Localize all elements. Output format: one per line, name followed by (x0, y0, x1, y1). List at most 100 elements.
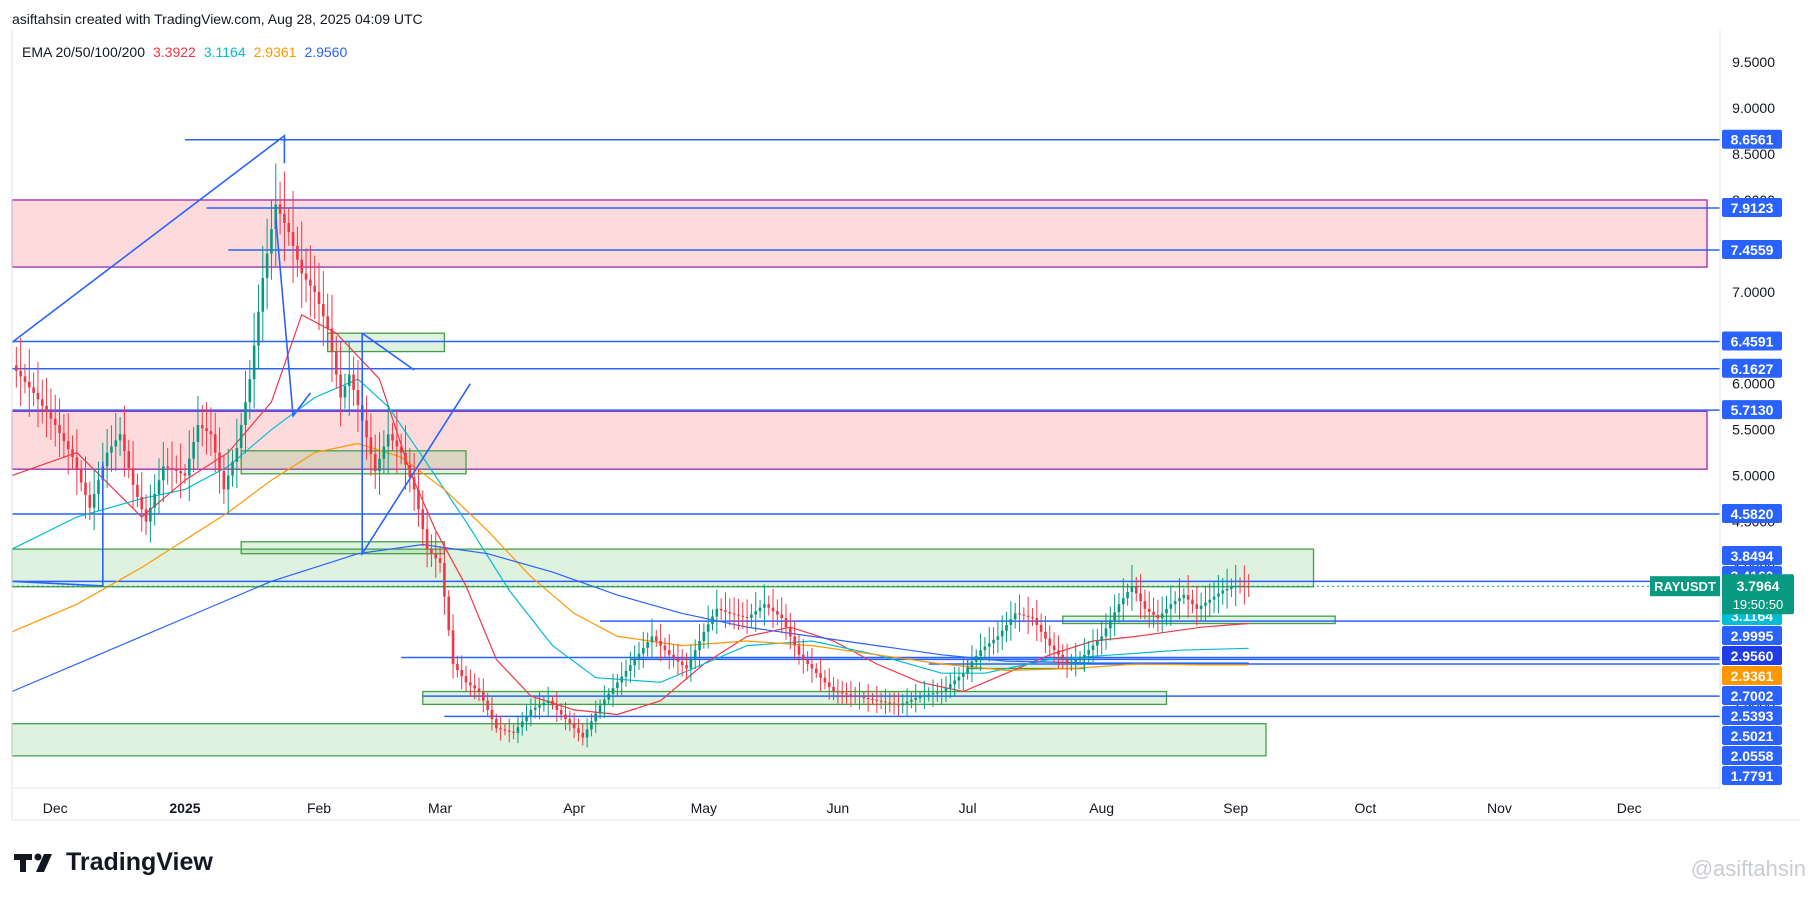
support-zone-6 (1062, 615, 1336, 625)
candle-body (572, 723, 576, 729)
candle-body (832, 686, 835, 692)
candle-body (1009, 619, 1013, 625)
price-label-bg (1722, 331, 1782, 351)
price-label-1.7791: 1.7791 (1722, 766, 1782, 785)
candle-body (1208, 599, 1212, 603)
indicator-legend[interactable]: EMA 20/50/100/200 3.3922 3.1164 2.9361 2… (22, 44, 347, 60)
candle-body (918, 696, 922, 698)
candle-body (53, 418, 57, 426)
candle-body (58, 425, 61, 434)
candle-body (144, 509, 148, 522)
candle-body (235, 448, 239, 462)
candle-countdown: 19:50:50 (1733, 597, 1784, 612)
candle-body (836, 691, 840, 693)
price-label-6.4591: 6.4591 (1722, 331, 1782, 351)
candle-body (490, 709, 494, 720)
candle-body (105, 452, 109, 467)
price-label-bg (1722, 766, 1782, 785)
candle-body (814, 668, 818, 674)
y-tick-label: 5.0000 (1732, 468, 1775, 484)
candle-body (849, 694, 853, 696)
candle-body (680, 661, 684, 666)
candle-body (1130, 585, 1134, 592)
candle-body (153, 493, 156, 508)
chart-caption: asiftahsin created with TradingView.com,… (12, 11, 423, 27)
candle-body (1022, 614, 1026, 616)
candle-body (616, 682, 619, 689)
candle-body (473, 685, 476, 689)
candle-body (728, 611, 732, 614)
candle-body (780, 614, 783, 619)
candle-body (300, 259, 304, 274)
candle-body (92, 493, 96, 508)
candle-body (1039, 624, 1043, 632)
price-label-2.0558: 2.0558 (1722, 746, 1782, 765)
price-label-text: 6.1627 (1731, 361, 1774, 377)
candle-body (226, 475, 230, 490)
candle-body (646, 642, 649, 648)
candle-body (555, 705, 559, 710)
candle-body (1026, 615, 1030, 617)
candle-body (1191, 599, 1194, 605)
candle-body (992, 639, 995, 644)
candle-body (239, 425, 243, 449)
candle-body (1091, 645, 1095, 651)
candle-body (750, 614, 753, 619)
candle-body (287, 222, 291, 233)
x-tick-label: Dec (1617, 800, 1642, 816)
candle-body (309, 279, 312, 286)
candle-body (1234, 585, 1238, 588)
candle-body (1005, 624, 1008, 631)
candle-body (395, 440, 399, 447)
candle-body (1186, 595, 1190, 600)
candle-body (1074, 659, 1078, 662)
candle-body (823, 677, 827, 683)
candle-body (1100, 636, 1103, 641)
candle-body (1199, 605, 1203, 609)
candle-body (127, 451, 131, 468)
candle-body (15, 365, 18, 371)
candle-body (451, 630, 455, 664)
candle-body (200, 425, 204, 429)
candle-body (1173, 601, 1177, 605)
candle-body (1096, 640, 1099, 646)
candle-body (1217, 593, 1220, 597)
candle-body (949, 684, 952, 688)
candle-body (1013, 613, 1017, 620)
candle-body (719, 608, 723, 611)
candle-body (529, 709, 533, 716)
candle-body (845, 693, 848, 695)
x-tick-label: Oct (1355, 800, 1377, 816)
candle-body (222, 471, 226, 490)
candle-body (754, 611, 758, 615)
brand-name: TradingView (66, 848, 213, 876)
ema200-legend-value: 2.9560 (304, 44, 348, 60)
candle-body (1035, 618, 1039, 625)
candle-body (274, 204, 278, 230)
candle-body (347, 374, 351, 387)
trend-drawing-3 (361, 333, 471, 557)
candle-body (412, 477, 416, 490)
candle-body (1134, 585, 1138, 594)
candle-body (343, 386, 347, 398)
candle-body (140, 497, 144, 510)
candle-body (953, 680, 956, 685)
candle-body (1070, 661, 1073, 664)
candle-body (114, 440, 118, 447)
ema100-legend-value: 2.9361 (253, 44, 297, 60)
candle-body (724, 610, 727, 612)
price-label-bg (1722, 666, 1782, 685)
candle-body (456, 663, 459, 671)
candle-body (265, 253, 269, 279)
candle-body (927, 694, 930, 696)
tradingview-logo[interactable]: TradingView (14, 848, 213, 877)
candle-body (741, 615, 745, 617)
candle-body (581, 732, 585, 738)
trend-drawing-0 (11, 134, 286, 344)
candle-body (802, 654, 805, 660)
candle-body (974, 655, 978, 662)
candle-body (585, 729, 589, 738)
candle-body (1204, 602, 1207, 606)
candle-body (758, 607, 762, 612)
